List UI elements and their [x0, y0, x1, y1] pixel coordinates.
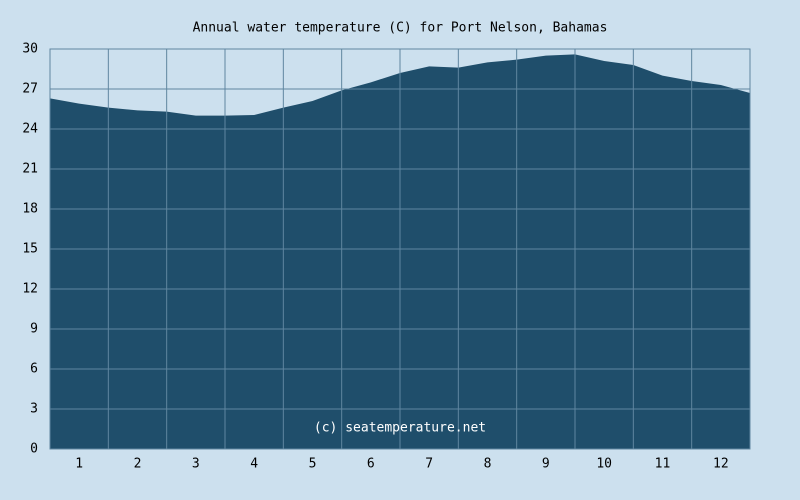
- x-tick-label: 6: [367, 457, 375, 472]
- x-tick-label: 3: [192, 457, 200, 472]
- y-tick-label: 24: [22, 122, 38, 137]
- x-tick-label: 10: [596, 457, 612, 472]
- x-tick-label: 1: [75, 457, 83, 472]
- x-tick-label: 12: [713, 457, 729, 472]
- y-tick-label: 12: [22, 282, 38, 297]
- y-tick-label: 30: [22, 42, 38, 57]
- x-tick-label: 9: [542, 457, 550, 472]
- y-tick-label: 0: [30, 442, 38, 457]
- y-tick-label: 27: [22, 82, 38, 97]
- plot-border: [49, 48, 751, 450]
- y-tick-label: 9: [30, 322, 38, 337]
- y-tick-label: 15: [22, 242, 38, 257]
- chart-title: Annual water temperature (C) for Port Ne…: [193, 21, 608, 36]
- y-tick-label: 21: [22, 162, 38, 177]
- y-tick-label: 6: [30, 362, 38, 377]
- x-tick-label: 4: [250, 457, 258, 472]
- annotation: (c) seatemperature.net: [314, 421, 486, 436]
- x-tick-label: 5: [309, 457, 317, 472]
- y-tick-label: 18: [22, 202, 38, 217]
- x-tick-label: 2: [134, 457, 142, 472]
- x-tick-label: 11: [655, 457, 671, 472]
- y-tick-label: 3: [30, 402, 38, 417]
- x-tick-label: 7: [425, 457, 433, 472]
- x-tick-label: 8: [484, 457, 492, 472]
